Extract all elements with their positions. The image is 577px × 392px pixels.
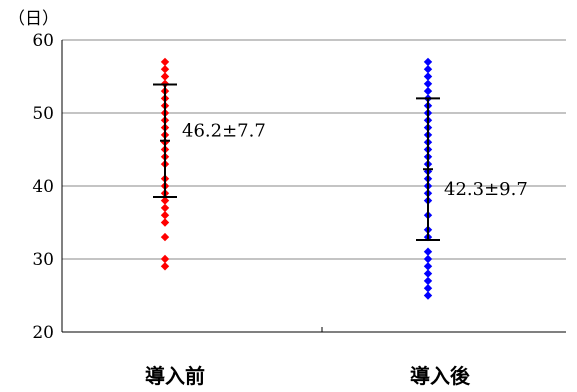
category-labels: 導入前 導入後 xyxy=(145,364,471,388)
category-label: 導入前 xyxy=(145,364,205,387)
error-bars xyxy=(153,83,440,242)
mean-sd-annotation: 42.3±9.7 xyxy=(444,179,528,200)
data-point xyxy=(423,86,433,96)
y-tick-label-40: 40 xyxy=(32,177,54,197)
gridlines xyxy=(62,39,566,260)
data-point xyxy=(160,218,170,227)
data-point xyxy=(423,79,433,88)
data-point xyxy=(423,262,433,271)
data-point xyxy=(160,211,170,220)
y-unit-label: （日） xyxy=(8,9,59,29)
data-point xyxy=(423,57,433,67)
annotations: 46.2±7.7 42.3±9.7 xyxy=(182,121,528,200)
data-points xyxy=(160,57,433,300)
data-point xyxy=(160,203,170,213)
data-point xyxy=(423,276,433,286)
data-point xyxy=(160,65,170,74)
data-point xyxy=(423,65,433,74)
data-point xyxy=(423,247,433,256)
mean-sd-annotation: 46.2±7.7 xyxy=(182,121,266,142)
data-point xyxy=(423,284,433,293)
category-label: 導入後 xyxy=(410,364,471,387)
y-tick-label-30: 30 xyxy=(32,250,54,270)
data-point xyxy=(160,232,170,242)
data-point xyxy=(423,72,433,81)
data-point xyxy=(423,291,433,300)
data-point xyxy=(423,269,433,278)
data-point xyxy=(160,72,170,81)
y-tick-label-20: 20 xyxy=(32,323,54,343)
y-tick-labels: 20 30 40 50 60 xyxy=(32,31,54,343)
y-tick-label-60: 60 xyxy=(32,31,54,51)
data-point xyxy=(160,254,170,264)
y-tick-label-50: 50 xyxy=(32,104,54,124)
data-point xyxy=(160,57,170,67)
data-point xyxy=(160,262,170,271)
axes xyxy=(61,40,566,333)
data-point xyxy=(423,254,433,264)
data-point xyxy=(160,196,170,205)
